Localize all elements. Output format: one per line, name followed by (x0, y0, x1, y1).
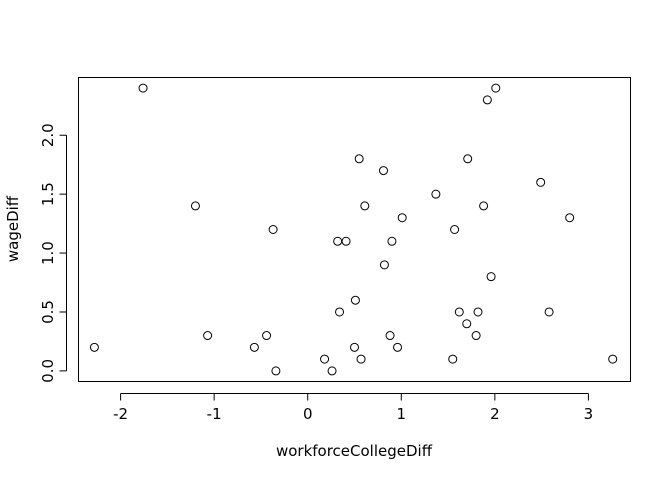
data-point (393, 342, 403, 352)
data-point (565, 213, 575, 223)
data-points (89, 83, 618, 376)
y-tick-label: 2.0 (39, 123, 57, 147)
data-point (341, 236, 351, 246)
y-tick-label: 1.5 (39, 182, 57, 206)
data-point (89, 342, 99, 352)
data-point (397, 213, 407, 223)
data-point (203, 331, 213, 341)
data-point (190, 201, 200, 211)
x-axis-label: workforceCollegeDiff (276, 442, 433, 460)
x-tick-label: 1 (397, 405, 407, 423)
data-point (360, 201, 370, 211)
data-point (350, 342, 359, 352)
data-point (356, 354, 366, 364)
x-tick-label: 0 (303, 405, 313, 423)
data-point (379, 166, 389, 176)
x-tick-label: 2 (490, 405, 500, 423)
y-axis: 0.0 0.5 1.0 1.5 2.0 (39, 123, 67, 383)
data-point (491, 83, 501, 93)
data-point (335, 307, 345, 317)
data-point (387, 236, 397, 246)
data-point (608, 354, 618, 364)
data-point (138, 83, 148, 93)
data-point (463, 154, 473, 164)
data-point (448, 354, 458, 364)
data-point (544, 307, 554, 317)
data-point (462, 319, 472, 329)
data-point (262, 331, 272, 341)
data-point (450, 225, 460, 234)
data-point (379, 260, 389, 270)
data-point (536, 177, 546, 187)
data-point (271, 366, 281, 376)
data-point (333, 236, 343, 246)
data-point (268, 225, 278, 234)
y-tick-label: 0.5 (39, 300, 57, 324)
data-point (431, 189, 441, 199)
x-tick-label: 3 (584, 405, 594, 423)
y-tick-label: 0.0 (39, 359, 57, 383)
data-point (486, 272, 496, 282)
y-tick-label: 1.0 (39, 241, 57, 265)
data-point (479, 201, 489, 211)
data-point (454, 307, 464, 317)
data-point (473, 307, 483, 317)
data-point (249, 342, 259, 352)
data-point (385, 331, 395, 341)
x-tick-label: -1 (207, 405, 222, 423)
data-point (350, 295, 360, 305)
x-tick-label: -2 (113, 405, 128, 423)
data-point (482, 95, 492, 105)
data-point (354, 154, 364, 164)
x-axis: -2 -1 0 1 2 3 (113, 393, 594, 423)
data-point (320, 354, 330, 364)
data-point (471, 331, 481, 341)
data-point (327, 366, 337, 376)
y-axis-label: wageDiff (4, 195, 22, 262)
plot-frame (78, 77, 631, 382)
